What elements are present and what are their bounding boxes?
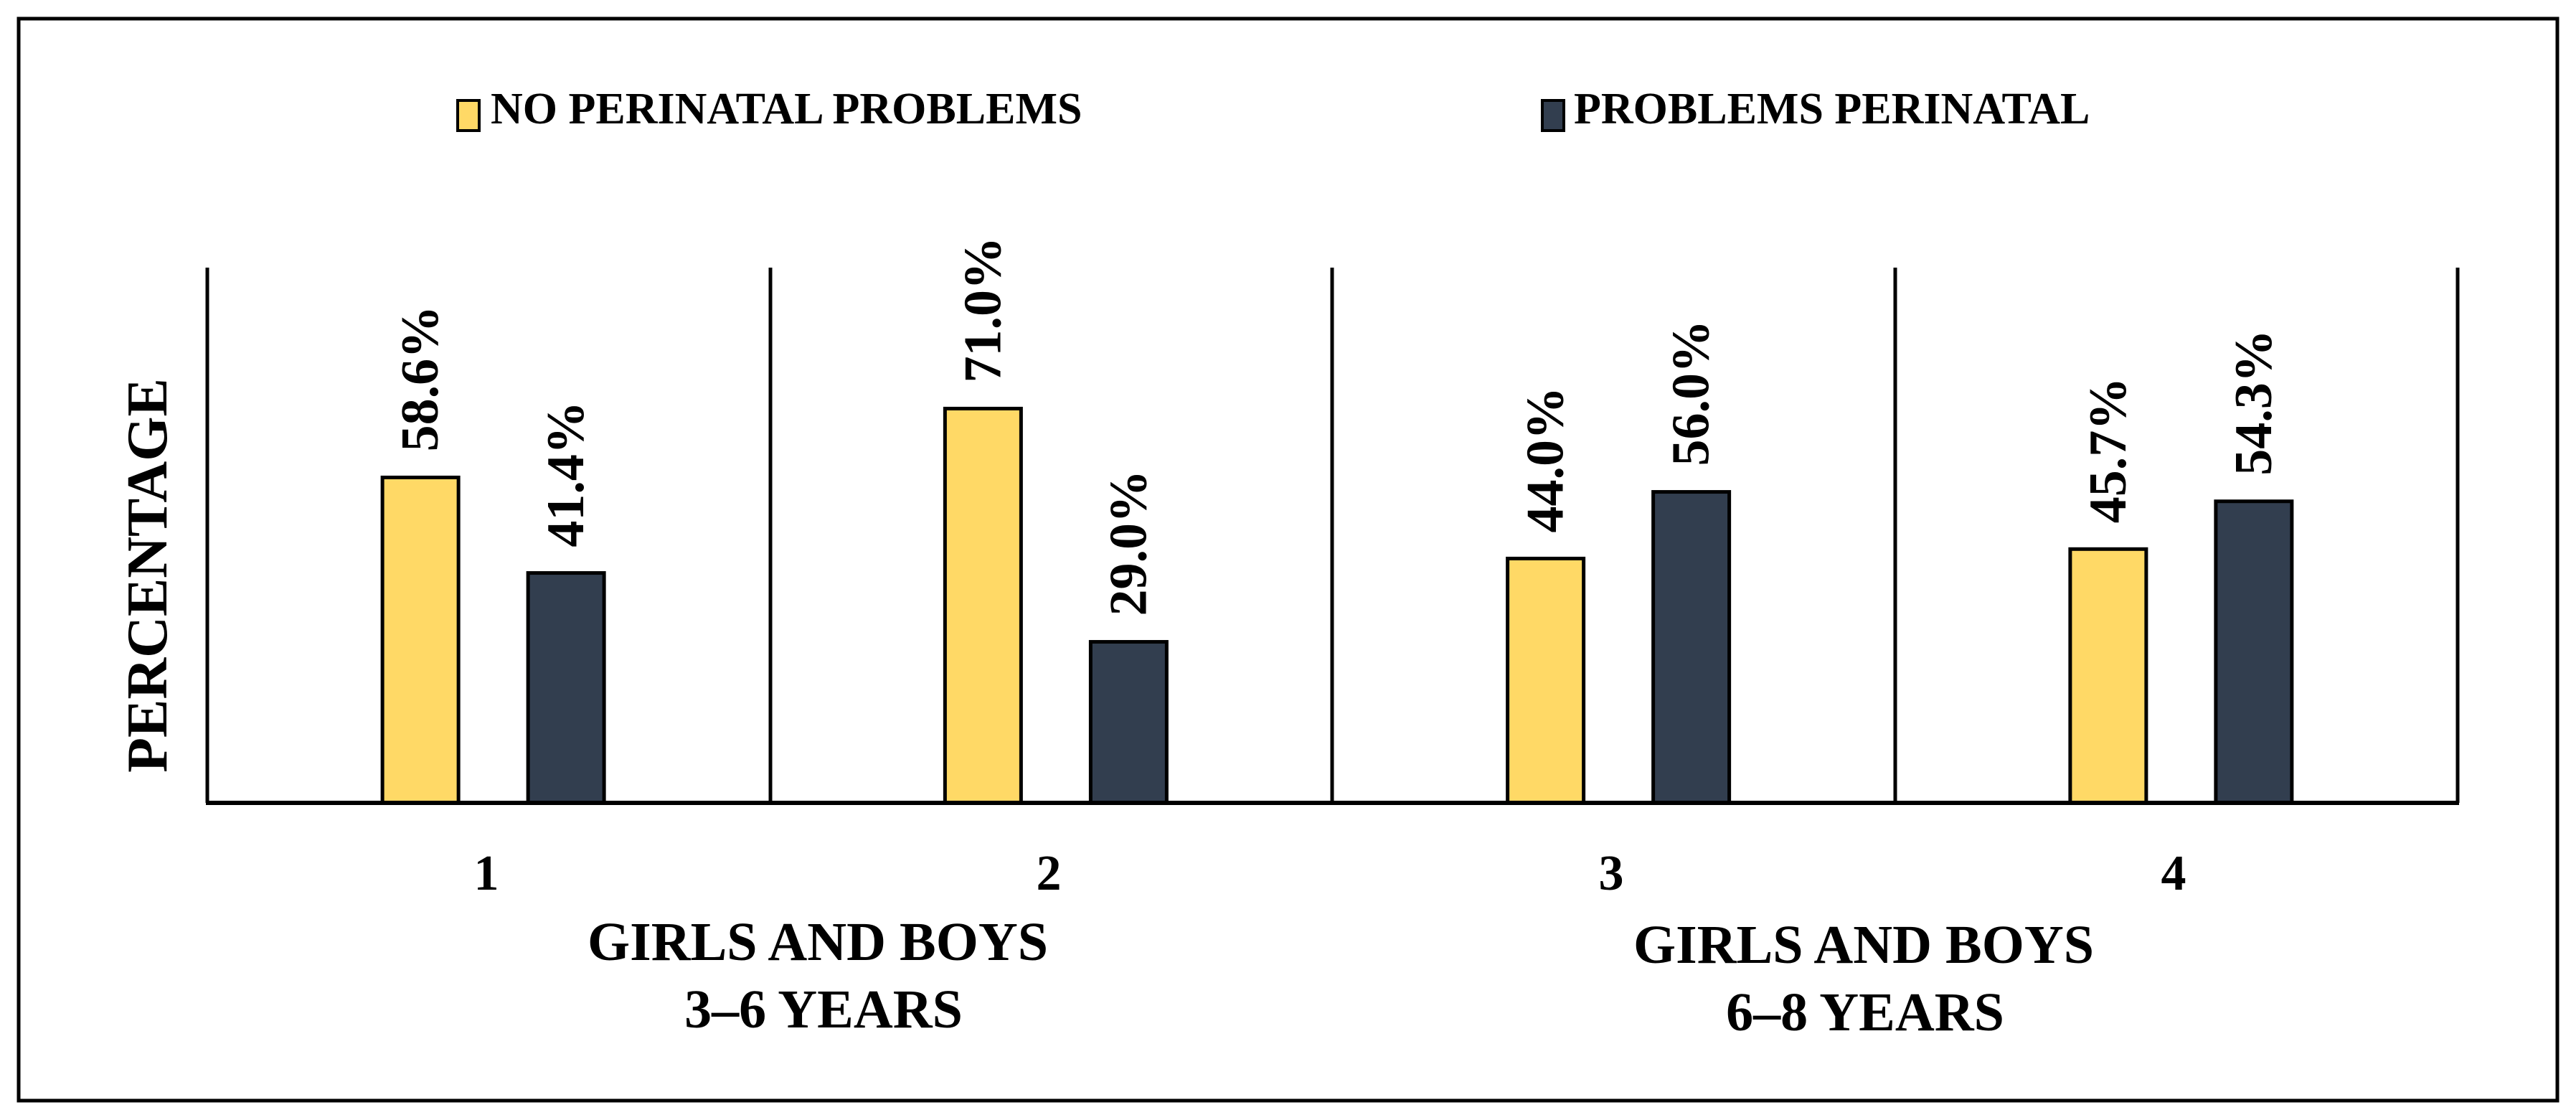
category-label: 1: [474, 846, 499, 901]
data-label: 45.7%: [2079, 377, 2138, 524]
group-label-line1: GIRLS AND BOYS: [1633, 915, 2094, 975]
y-axis-label: PERCENTAGE: [116, 378, 179, 773]
legend-swatch-no-perinatal-problems: [456, 99, 481, 132]
value-labels: 58.6% 41.4% 71.0% 29.0% 44.0% 56.0% 45.7% 54.3%: [391, 237, 2283, 616]
category-label: 3: [1599, 846, 1624, 901]
group-label-line1: GIRLS AND BOYS: [588, 912, 1048, 972]
category-label: 2: [1037, 846, 1062, 901]
data-label: 71.0%: [953, 237, 1012, 383]
bar-no-perinatal-problems: [2068, 547, 2148, 805]
data-label: 44.0%: [1516, 387, 1575, 533]
category-label: 4: [2161, 846, 2186, 901]
bar-no-perinatal-problems: [1506, 556, 1586, 805]
data-label: 54.3%: [2224, 329, 2283, 476]
bar-problems-perinatal: [1651, 490, 1732, 805]
legend-swatch-problems-perinatal: [1541, 99, 1565, 132]
group-label-line2: 3–6 YEARS: [684, 979, 963, 1040]
group-labels: GIRLS AND BOYS 3–6 YEARS GIRLS AND BOYS …: [588, 912, 2094, 1043]
bar-no-perinatal-problems: [943, 406, 1023, 805]
bar-problems-perinatal: [2214, 499, 2294, 805]
bar-problems-perinatal: [526, 571, 606, 805]
legend-label-no-perinatal-problems: NO PERINATAL PROBLEMS: [491, 85, 1082, 133]
data-label: 58.6%: [391, 306, 450, 452]
bar-no-perinatal-problems: [380, 475, 461, 805]
data-label: 41.4%: [537, 401, 595, 547]
legend: NO PERINATAL PROBLEMS PROBLEMS PERINATAL: [456, 85, 2090, 133]
category-labels: 1 2 3 4: [474, 846, 2186, 901]
data-label: 29.0%: [1099, 470, 1158, 616]
axes: [205, 268, 2460, 803]
group-label-line2: 6–8 YEARS: [1726, 982, 2004, 1043]
legend-label-problems-perinatal: PROBLEMS PERINATAL: [1574, 85, 2090, 133]
data-label: 56.0%: [1662, 320, 1721, 466]
bars: [380, 406, 2294, 805]
bar-problems-perinatal: [1088, 640, 1169, 805]
